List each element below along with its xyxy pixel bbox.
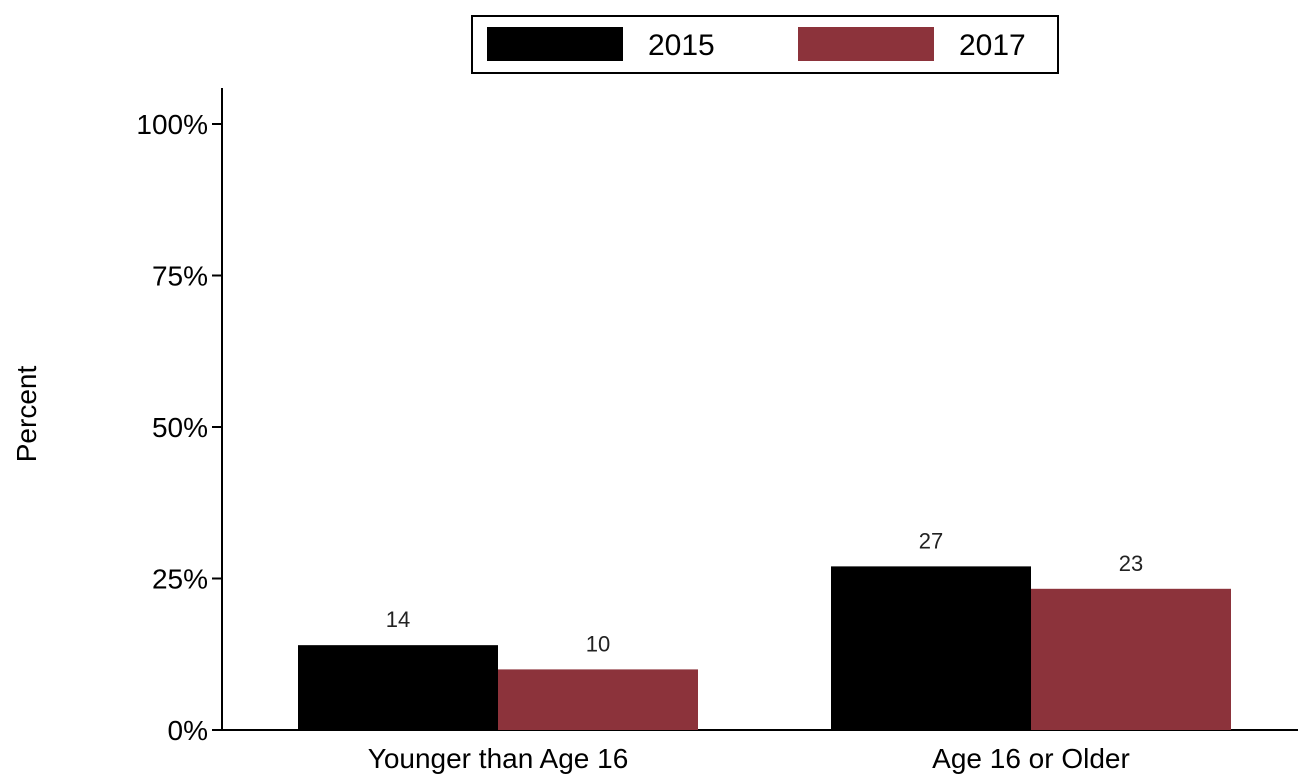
legend: 2015 2017: [471, 15, 1059, 74]
x-tick-label: Age 16 or Older: [932, 743, 1130, 774]
y-tick-label: 50%: [152, 412, 208, 443]
bars: [298, 566, 1231, 730]
data-label: 27: [919, 528, 943, 553]
data-labels: 14 10 27 23: [386, 528, 1143, 656]
legend-label-2017: 2017: [959, 29, 1026, 62]
bar-2017-0: [498, 669, 698, 730]
x-tick-labels: Younger than Age 16 Age 16 or Older: [368, 743, 1130, 774]
legend-label-2015: 2015: [648, 29, 715, 62]
y-axis-title: Percent: [11, 366, 42, 463]
data-label: 10: [586, 631, 610, 656]
bar-2017-1: [1031, 588, 1231, 730]
bar-2015-1: [831, 566, 1031, 730]
bar-2015-0: [298, 645, 498, 730]
y-tick-label: 25%: [152, 564, 208, 595]
y-ticks: 0% 25% 50% 75% 100%: [136, 109, 222, 746]
y-tick-label: 100%: [136, 109, 208, 140]
x-tick-label: Younger than Age 16: [368, 743, 629, 774]
legend-swatch-2015: [487, 27, 623, 61]
y-tick-label: 0%: [168, 715, 208, 746]
legend-swatch-2017: [798, 27, 934, 61]
data-label: 23: [1119, 551, 1143, 576]
y-tick-label: 75%: [152, 261, 208, 292]
data-label: 14: [386, 607, 410, 632]
